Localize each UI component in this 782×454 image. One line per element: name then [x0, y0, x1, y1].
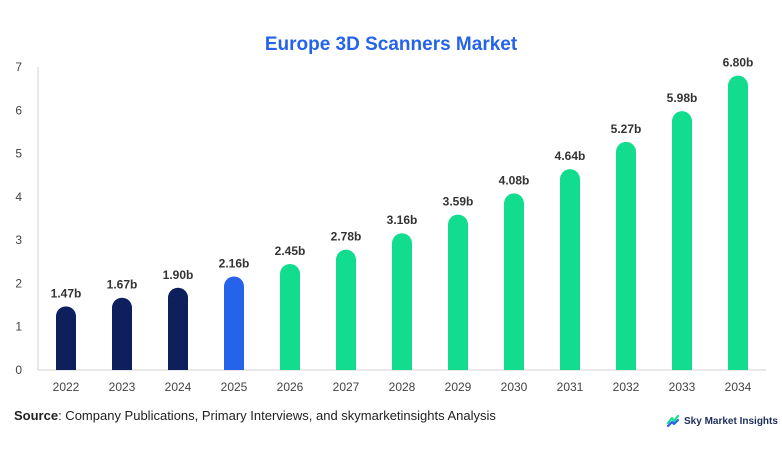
data-label-2022: 1.47b: [51, 286, 82, 300]
x-tick-label-2033: 2033: [669, 380, 696, 394]
bar-2022: [56, 306, 76, 370]
x-tick-label-2032: 2032: [613, 380, 640, 394]
bar-2030: [504, 193, 524, 370]
y-tick-label: 0: [15, 363, 22, 377]
data-label-2028: 3.16b: [387, 213, 418, 227]
x-tick-label-2029: 2029: [445, 380, 472, 394]
bar-2031: [560, 169, 580, 370]
x-tick-label-2023: 2023: [109, 380, 136, 394]
y-tick-label: 4: [15, 190, 22, 204]
x-tick-label-2024: 2024: [165, 380, 192, 394]
data-label-2027: 2.78b: [331, 230, 362, 244]
source-text: : Company Publications, Primary Intervie…: [58, 408, 496, 423]
data-label-2024: 1.90b: [163, 268, 194, 282]
y-tick-label: 3: [15, 233, 22, 247]
data-label-2023: 1.67b: [107, 278, 138, 292]
data-label-2032: 5.27b: [611, 122, 642, 136]
x-tick-label-2034: 2034: [725, 380, 752, 394]
x-tick-label-2031: 2031: [557, 380, 584, 394]
x-tick-label-2022: 2022: [53, 380, 80, 394]
bar-2023: [112, 297, 132, 370]
y-tick-label: 2: [15, 276, 22, 290]
source-label: Source: [14, 408, 59, 423]
x-tick-label-2027: 2027: [333, 380, 360, 394]
data-label-2031: 4.64b: [555, 149, 586, 163]
data-label-2026: 2.45b: [275, 244, 306, 258]
data-label-2034: 6.80b: [723, 56, 754, 70]
data-label-2025: 2.16b: [219, 257, 250, 271]
y-tick-label: 1: [15, 320, 22, 334]
bar-2032: [616, 141, 636, 370]
x-tick-label-2028: 2028: [389, 380, 416, 394]
y-tick-label: 6: [15, 103, 22, 117]
x-tick-label-2030: 2030: [501, 380, 528, 394]
bar-2033: [672, 111, 692, 370]
bar-2034: [728, 75, 748, 370]
data-label-2029: 3.59b: [443, 195, 474, 209]
bar-2028: [392, 233, 412, 370]
bar-2024: [168, 287, 188, 370]
data-label-2030: 4.08b: [499, 173, 530, 187]
x-tick-label-2026: 2026: [277, 380, 304, 394]
y-tick-label: 5: [15, 147, 22, 161]
brand-logo: Sky Market Insights: [666, 412, 778, 430]
data-label-2033: 5.98b: [667, 91, 698, 105]
chart-title: Europe 3D Scanners Market: [264, 34, 518, 55]
bar-2027: [336, 249, 356, 370]
y-tick-label: 7: [15, 60, 22, 74]
bar-2026: [280, 263, 300, 370]
source-note: Source: Company Publications, Primary In…: [14, 408, 496, 423]
bar-2025: [224, 276, 244, 370]
x-tick-label-2025: 2025: [221, 380, 248, 394]
bar-2029: [448, 214, 468, 370]
brand-name: Sky Market Insights: [684, 415, 778, 427]
sky-market-insights-logo-icon: [666, 414, 680, 428]
